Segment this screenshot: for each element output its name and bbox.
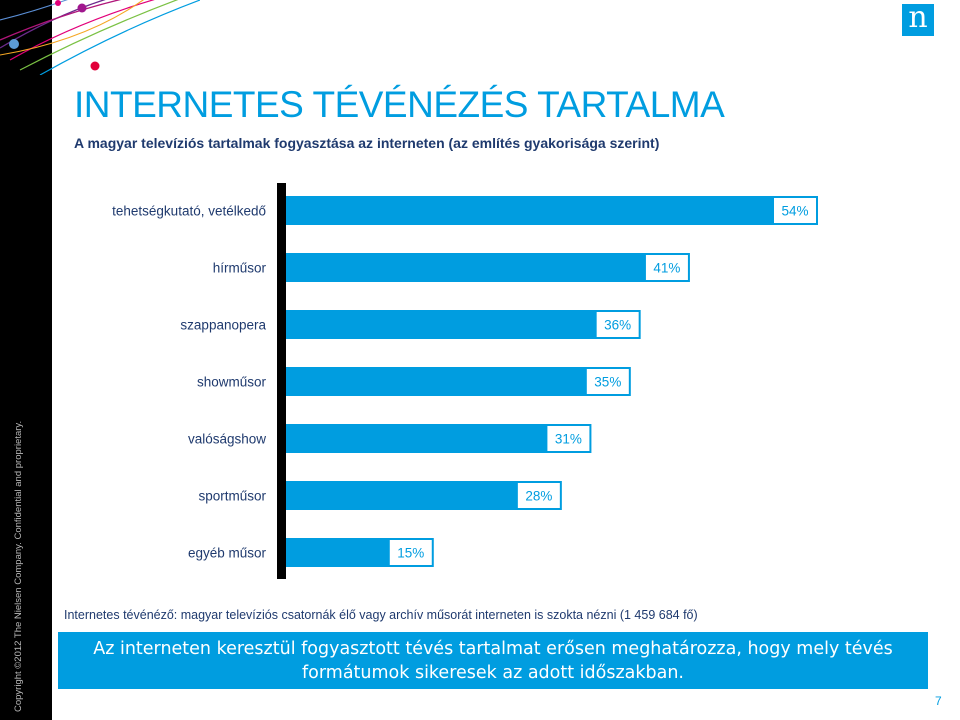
category-label-1: tehetségkutató, vetélkedő	[112, 204, 266, 219]
page-title: INTERNETES TÉVÉNÉZÉS TARTALMA	[74, 84, 725, 125]
left-strip	[0, 0, 52, 720]
bar-6	[286, 481, 562, 510]
bar-chart: 54% tehetségkutató, vetélkedő 41% hírműsor 3…	[112, 183, 818, 579]
value-label-4: 35%	[594, 375, 621, 390]
value-label-2: 41%	[653, 261, 680, 276]
value-label-3: 36%	[604, 318, 631, 333]
bars-group: 54% tehetségkutató, vetélkedő 41% hírműsor 3…	[112, 196, 818, 567]
page-subtitle: A magyar televíziós tartalmak fogyasztás…	[74, 135, 660, 151]
value-label-6: 28%	[525, 489, 552, 504]
bar-1	[286, 196, 818, 225]
y-axis	[277, 183, 286, 579]
bar-3	[286, 310, 641, 339]
value-label-bg-4	[586, 369, 629, 394]
value-label-bg-2	[645, 255, 688, 280]
bar-4	[286, 367, 631, 396]
callout-line-2: formátumok sikeresek az adott időszakban…	[302, 663, 684, 683]
value-label-bg-1	[774, 198, 816, 223]
value-label-bg-5	[547, 426, 590, 451]
nielsen-logo: n	[902, 3, 934, 36]
page-number: 7	[935, 694, 942, 708]
category-label-2: hírműsor	[213, 261, 267, 276]
category-label-6: sportműsor	[198, 489, 266, 504]
callout-box: Az interneten keresztül fogyasztott tévé…	[58, 632, 928, 689]
category-label-7: egyéb műsor	[188, 546, 267, 561]
category-label-5: valóságshow	[188, 432, 266, 447]
value-label-5: 31%	[555, 432, 582, 447]
category-label-3: szappanopera	[180, 318, 266, 333]
value-label-bg-6	[517, 483, 560, 508]
bar-2	[286, 253, 690, 282]
decorative-lines	[0, 0, 200, 75]
value-label-7: 15%	[397, 546, 424, 561]
category-label-4: showműsor	[197, 375, 267, 390]
value-label-bg-3	[596, 312, 639, 337]
value-label-bg-7	[389, 540, 432, 565]
callout-line-1: Az interneten keresztül fogyasztott tévé…	[93, 639, 893, 659]
footnote: Internetes tévénéző: magyar televíziós c…	[64, 608, 698, 622]
value-label-1: 54%	[781, 204, 808, 219]
bar-5	[286, 424, 592, 453]
